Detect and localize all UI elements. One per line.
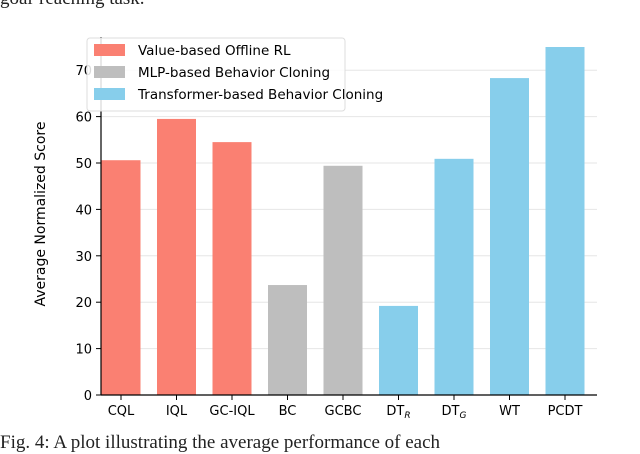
bar-DT_G xyxy=(434,158,474,395)
y-tick-label: 0 xyxy=(84,389,92,404)
legend-swatch xyxy=(94,66,125,78)
bar-DT_R xyxy=(379,305,418,395)
y-axis-label: Average Normalized Score xyxy=(33,122,49,307)
figure-caption: Fig. 4: A plot illustrating the average … xyxy=(0,432,441,453)
x-tick-label: CQL xyxy=(108,404,135,419)
x-tick-label: IQL xyxy=(166,404,188,419)
x-tick-label: BC xyxy=(279,404,297,419)
legend-label: Value-based Offline RL xyxy=(138,43,291,59)
y-tick-label: 50 xyxy=(75,157,92,172)
bar-CQL xyxy=(101,160,141,395)
y-tick-label: 20 xyxy=(75,296,92,311)
bar-IQL xyxy=(157,118,196,396)
x-tick-label: PCDT xyxy=(548,404,583,419)
y-tick-label: 10 xyxy=(75,343,92,358)
preceding-text: goal-reaching task. xyxy=(0,0,145,10)
bar-GC-IQL xyxy=(212,142,252,395)
legend-label: MLP-based Behavior Cloning xyxy=(138,65,330,81)
x-tick-label: GC-IQL xyxy=(209,404,255,419)
x-tick-label: GCBC xyxy=(325,404,362,419)
legend-swatch xyxy=(94,44,125,56)
bar-GCBC xyxy=(323,165,363,395)
y-tick-label: 60 xyxy=(75,111,92,126)
legend-label: Transformer-based Behavior Cloning xyxy=(137,87,383,103)
bar-WT xyxy=(490,78,529,395)
bar-BC xyxy=(268,285,307,395)
x-tick-label: DTG xyxy=(442,404,467,421)
x-tick-label: WT xyxy=(499,404,520,419)
legend: Value-based Offline RL MLP-based Behavior… xyxy=(86,37,383,112)
legend-box xyxy=(86,37,346,112)
y-tick-label: 30 xyxy=(75,250,92,265)
x-tick-label: DTR xyxy=(386,404,410,421)
legend-swatch xyxy=(94,88,125,100)
y-tick-label: 40 xyxy=(75,203,92,218)
bar-PCDT xyxy=(545,47,585,395)
